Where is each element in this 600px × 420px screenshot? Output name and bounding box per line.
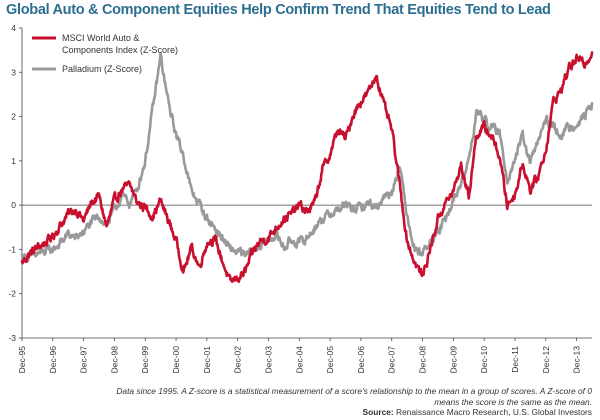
x-tick-label: Dec-11 xyxy=(510,346,520,373)
x-tick-label: Dec-07 xyxy=(387,346,397,374)
series-layer xyxy=(20,51,594,283)
series-line xyxy=(20,52,594,264)
series-line xyxy=(20,51,594,283)
y-tick-label: 3 xyxy=(11,67,16,77)
y-tick-label: 1 xyxy=(11,156,16,166)
y-tick-label: 4 xyxy=(11,23,16,33)
x-tick-label: Dec-03 xyxy=(263,346,273,374)
x-tick-label: Dec-08 xyxy=(418,346,428,374)
source-label: Source: xyxy=(362,407,394,417)
x-tick-label: Dec-01 xyxy=(202,346,212,374)
y-tick-label: -3 xyxy=(8,333,16,343)
footnote: Data since 1995. A Z-score is a statisti… xyxy=(116,386,592,407)
y-tick-label: -1 xyxy=(8,244,16,254)
y-tick-label: 0 xyxy=(11,200,16,210)
legend-label-auto: MSCI World Auto & Components Index (Z-Sco… xyxy=(62,33,178,55)
x-tick-label: Dec-00 xyxy=(171,346,181,374)
legend: MSCI World Auto & Components Index (Z-Sco… xyxy=(32,33,178,74)
x-tick-label: Dec-10 xyxy=(479,346,489,374)
x-tick-label: Dec-97 xyxy=(79,346,89,374)
x-tick-label: Dec-95 xyxy=(17,346,27,374)
x-tick-label: Dec-12 xyxy=(541,346,551,374)
source-text: Renaissance Macro Research, U.S. Global … xyxy=(396,407,592,417)
x-tick-label: Dec-13 xyxy=(572,346,582,374)
x-tick-label: Dec-09 xyxy=(448,346,458,374)
x-tick-label: Dec-98 xyxy=(109,346,119,374)
x-tick-label: Dec-05 xyxy=(325,346,335,374)
y-tick-label: -2 xyxy=(8,289,16,299)
x-tick-label: Dec-06 xyxy=(356,346,366,374)
x-tick-label: Dec-02 xyxy=(233,346,243,374)
x-axis: Dec-95 Dec-96 Dec-97 Dec-98 Dec-99 Dec-00 Dec-… xyxy=(17,337,592,374)
chart-title: Global Auto & Component Equities Help Co… xyxy=(6,2,551,18)
x-tick-label: Dec-99 xyxy=(140,346,150,374)
x-tick-label: Dec-04 xyxy=(294,346,304,374)
x-tick-label: Dec-96 xyxy=(48,346,58,374)
source-line: Source: Renaissance Macro Research, U.S.… xyxy=(363,407,592,417)
legend-label-palladium: Palladium (Z-Score) xyxy=(62,64,142,74)
y-tick-label: 2 xyxy=(11,112,16,122)
